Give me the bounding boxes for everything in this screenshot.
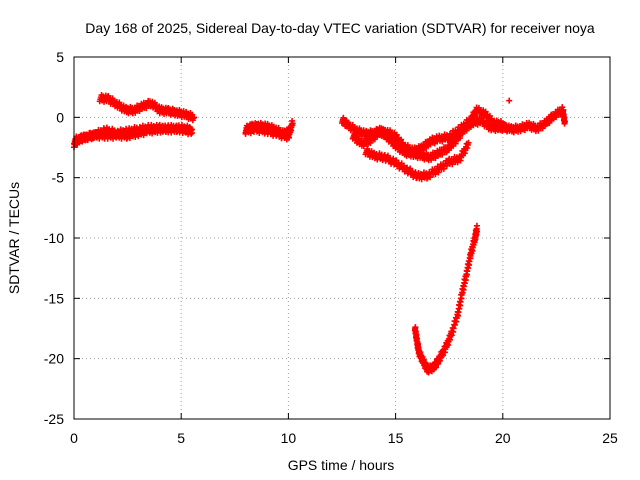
data-point: [398, 136, 405, 143]
data-point: [412, 169, 419, 176]
y-tick-label: -20: [44, 351, 64, 367]
x-tick-label: 15: [388, 430, 404, 446]
x-tick-labels: 0 5 10 15 20 25: [70, 430, 618, 446]
data-point: [506, 97, 513, 104]
data-point: [474, 228, 481, 235]
data-point: [390, 155, 397, 162]
series-arc-9: [499, 97, 568, 136]
axis-ticks: [73, 56, 611, 420]
x-tick-label: 20: [495, 430, 511, 446]
data-point: [187, 125, 194, 132]
y-tick-label: -15: [44, 290, 64, 306]
y-tick-label: -25: [44, 411, 64, 427]
data-point: [561, 118, 568, 125]
data-point: [191, 114, 198, 121]
y-tick-label: 5: [56, 49, 64, 65]
data-point: [473, 222, 480, 229]
data-point: [393, 131, 400, 138]
series-arc-5: [242, 117, 296, 143]
x-tick-label: 5: [177, 430, 185, 446]
data-point: [188, 129, 195, 136]
y-tick-label: 0: [56, 109, 64, 125]
y-tick-label: -10: [44, 230, 64, 246]
data-point: [289, 120, 296, 127]
y-tick-labels: 5 0 -5 -10 -15 -20 -25: [44, 49, 64, 427]
y-axis-label: SDTVAR / TECUs: [6, 182, 22, 294]
grid: [74, 57, 610, 419]
chart-title: Day 168 of 2025, Sidereal Day-to-day VTE…: [85, 20, 595, 36]
series-arc-3: [96, 92, 198, 124]
series-arc-8: [362, 139, 472, 183]
data-point: [401, 162, 408, 169]
x-tick-label: 10: [281, 430, 297, 446]
data-point: [465, 139, 472, 146]
series-arc-7: [349, 104, 506, 158]
series-arc-10: [411, 222, 481, 376]
data-points: [71, 92, 568, 376]
x-tick-label: 25: [602, 430, 618, 446]
y-tick-label: -5: [52, 170, 65, 186]
x-axis-label: GPS time / hours: [288, 457, 395, 473]
x-tick-label: 0: [70, 430, 78, 446]
series-arc-2: [71, 122, 195, 151]
